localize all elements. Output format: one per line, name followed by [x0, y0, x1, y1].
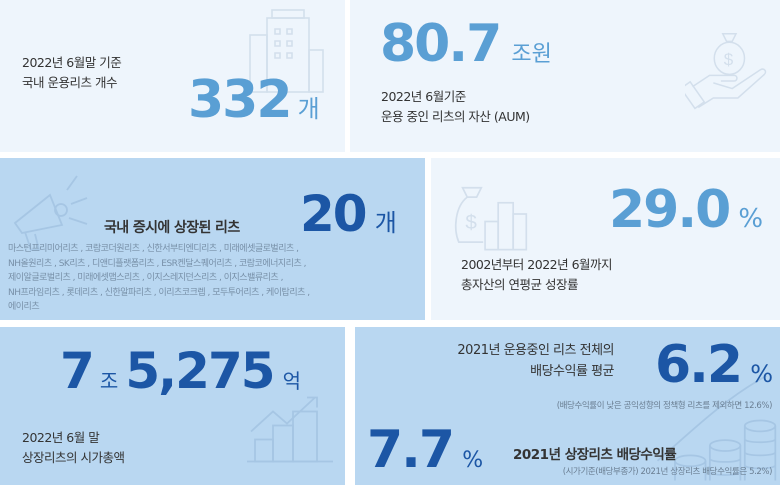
growth-unit: %: [738, 204, 764, 234]
panel-aum: 80.7 조원 2022년 6월기준 운용 중인 리츠의 자산 (AUM) $: [350, 0, 780, 152]
aum-unit: 조원: [511, 42, 552, 67]
dividend-avg-value-group: 6.2 %: [655, 335, 773, 395]
building-icon: [249, 9, 324, 93]
growth-label-line2: 총자산의 연평균 성장률: [461, 277, 578, 292]
dividend-listed-label: 2021년 상장리츠 배당수익률: [513, 447, 677, 463]
dividend-avg-label-line2: 배당수익률 평균: [530, 364, 614, 379]
dividend-listed-unit: %: [462, 448, 484, 473]
aum-value: 80.7: [380, 14, 502, 74]
reits-count-label-line2: 국내 운용리츠 개수: [22, 75, 117, 90]
growth-chart-icon: [247, 396, 333, 463]
market-cap-unit-a: 조: [99, 369, 119, 393]
reits-count-value: 332: [188, 70, 293, 130]
reits-count-value-group: 332 개: [188, 70, 320, 130]
aum-label-line1: 2022년 6월기준: [381, 89, 466, 104]
listed-reits-line: NH프라임리츠 , 롯데리츠 , 신한알파리츠 , 이리츠코크렙 , 모두투어리…: [8, 287, 310, 298]
listed-reits-unit: 개: [374, 209, 397, 237]
aum-label-line2: 운용 중인 리츠의 자산 (AUM): [381, 109, 530, 124]
growth-value-group: 29.0 %: [609, 180, 763, 240]
market-cap-label-line2: 상장리츠의 시가총액: [22, 450, 125, 465]
listed-reits-line: 마스턴프리미어리츠 , 코람코더원리츠 , 신한서부티엔디리츠 , 미래에셋글로…: [8, 244, 299, 254]
panel-dividend: 2021년 운용중인 리츠 전체의 배당수익률 평균 6.2 % (배당수익률이…: [355, 327, 780, 485]
reits-count-unit: 개: [297, 95, 320, 123]
market-cap-value-a: 7: [60, 342, 95, 400]
panel-listed-reits: 국내 증시에 상장된 리츠 20 개 마스턴프리미어리츠 , 코람코더원리츠 ,…: [0, 158, 425, 320]
dividend-avg-label-line1: 2021년 운용중인 리츠 전체의: [457, 343, 614, 358]
dividend-avg-unit: %: [750, 360, 774, 388]
growth-value: 29.0: [609, 180, 731, 240]
aum-value-group: 80.7 조원: [380, 14, 552, 74]
listed-reits-title: 국내 증시에 상장된 리츠: [104, 220, 240, 236]
coins-stack-icon: [656, 374, 777, 481]
market-cap-value-group: 7 조 5,275 억: [60, 341, 301, 401]
dividend-listed-value-group: 7.7 %: [367, 420, 483, 480]
market-cap-unit-b: 억: [282, 369, 302, 393]
growth-label-line1: 2002년부터 2022년 6월까지: [461, 257, 613, 272]
listed-reits-value-group: 20 개: [300, 186, 397, 242]
market-cap-value-b: 5,275: [125, 342, 275, 400]
listed-reits-line: 에이리츠: [8, 302, 40, 312]
svg-text:$: $: [465, 211, 477, 234]
panel-market-cap: 7 조 5,275 억 2022년 6월 말 상장리츠의 시가총액: [0, 327, 345, 485]
dividend-avg-value: 6.2: [655, 335, 743, 395]
listed-reits-line: NH올원리츠 , SK리츠 , 디앤디플랫폼리츠 , ESR켄달스퀘어리츠 , …: [8, 258, 306, 269]
panel-growth: $ 29.0 % 2002년부터 2022년 6월까지 총자산의 연평균 성장률: [431, 158, 780, 320]
money-bag-chart-icon: $: [454, 186, 528, 251]
dividend-listed-note: (시가기준(배당부종가) 2021년 상장리츠 배당수익률은 5.2%): [562, 467, 773, 477]
listed-reits-line: 제이알글로벌리츠 , 미래에셋맵스리츠 , 이지스레지던스리츠 , 이지스밸류리…: [8, 273, 283, 283]
market-cap-label-line1: 2022년 6월 말: [22, 430, 100, 445]
megaphone-icon: [13, 175, 88, 251]
panel-reits-count: 2022년 6월말 기준 국내 운용리츠 개수 332 개: [0, 0, 345, 152]
listed-reits-value: 20: [300, 185, 368, 243]
reits-count-label-line1: 2022년 6월말 기준: [22, 55, 122, 70]
dividend-listed-value: 7.7: [367, 420, 455, 480]
listed-reits-list: 마스턴프리미어리츠 , 코람코더원리츠 , 신한서부티엔디리츠 , 미래에셋글로…: [8, 242, 418, 315]
dividend-avg-note: (배당수익률이 낮은 공익성향의 정책형 리츠를 제외하면 12.6%): [556, 401, 773, 411]
money-bag-hand-icon: $: [685, 33, 767, 110]
svg-text:$: $: [724, 50, 734, 69]
